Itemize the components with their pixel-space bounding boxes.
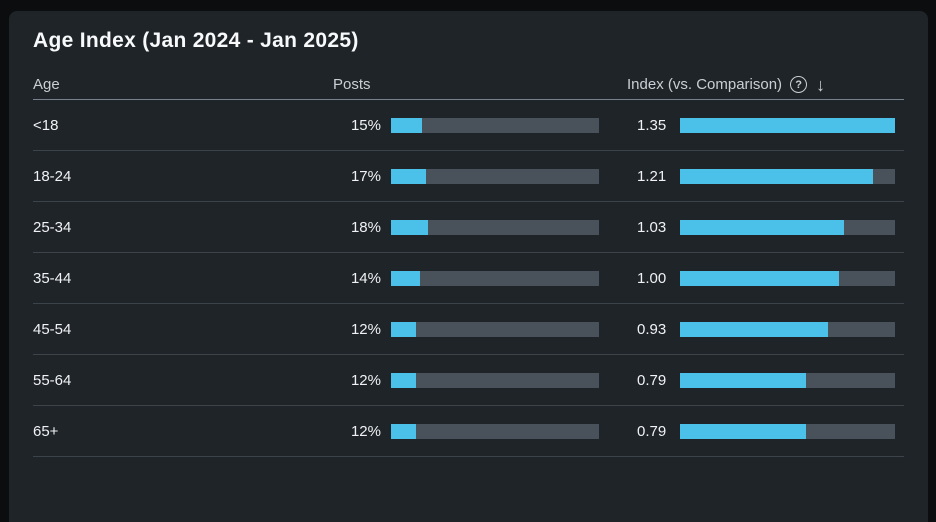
index-bar-track <box>680 372 895 388</box>
posts-bar-fill <box>391 117 423 133</box>
posts-bar <box>391 117 599 133</box>
index-value: 1.35 <box>637 116 667 134</box>
index-bar-fill <box>680 423 806 439</box>
posts-bar <box>391 168 599 184</box>
column-header-index-label: Index (vs. Comparison) <box>627 76 783 93</box>
age-index-card: Age Index (Jan 2024 - Jan 2025) Age Post… <box>9 11 928 522</box>
posts-percent: 14% <box>350 269 381 287</box>
posts-percent: 18% <box>350 218 381 236</box>
posts-percent: 15% <box>350 116 381 134</box>
index-bar-track <box>680 168 895 184</box>
index-bar-fill <box>680 270 840 286</box>
posts-bar-track <box>391 270 599 286</box>
index-value: 1.00 <box>637 269 667 287</box>
index-bar <box>680 270 895 286</box>
posts-bar-track <box>391 321 599 337</box>
posts-bar-track <box>391 423 599 439</box>
index-bar-fill <box>680 321 829 337</box>
posts-bar-fill <box>391 423 416 439</box>
age-label: 55-64 <box>33 371 72 389</box>
posts-bar-fill <box>391 321 416 337</box>
column-header-index: Index (vs. Comparison) ? ↓ <box>627 76 825 94</box>
index-bar-track <box>680 117 895 133</box>
index-value: 1.03 <box>637 218 667 236</box>
help-icon[interactable]: ? <box>790 76 808 93</box>
posts-percent: 12% <box>350 422 381 440</box>
column-header-posts: Posts <box>333 76 371 93</box>
index-bar-fill <box>680 219 845 235</box>
table-row: 35-44 14% 1.00 <box>33 253 904 304</box>
index-bar <box>680 168 895 184</box>
index-value: 0.93 <box>637 320 667 338</box>
age-label: <18 <box>33 116 59 134</box>
table-body: <18 15% 1.35 18-24 17% 1.21 25-34 <box>33 100 904 457</box>
posts-bar-track <box>391 219 599 235</box>
index-bar-fill <box>680 372 806 388</box>
table-row: 18-24 17% 1.21 <box>33 151 904 202</box>
index-bar <box>680 219 895 235</box>
index-value: 1.21 <box>637 167 667 185</box>
table-row: <18 15% 1.35 <box>33 100 904 151</box>
posts-bar-track <box>391 168 599 184</box>
index-bar-track <box>680 219 895 235</box>
table-row: 25-34 18% 1.03 <box>33 202 904 253</box>
posts-bar-fill <box>391 219 429 235</box>
index-bar-fill <box>680 168 873 184</box>
posts-bar-fill <box>391 270 421 286</box>
index-value: 0.79 <box>637 371 667 389</box>
index-bar <box>680 423 895 439</box>
index-value: 0.79 <box>637 422 667 440</box>
age-label: 35-44 <box>33 269 72 287</box>
column-header-age: Age <box>33 76 60 93</box>
card-title: Age Index (Jan 2024 - Jan 2025) <box>33 29 359 52</box>
index-bar-track <box>680 423 895 439</box>
age-label: 18-24 <box>33 167 72 185</box>
sort-descending-icon[interactable]: ↓ <box>816 74 826 95</box>
posts-bar-fill <box>391 168 427 184</box>
table-row: 65+ 12% 0.79 <box>33 406 904 457</box>
posts-bar <box>391 372 599 388</box>
posts-bar-fill <box>391 372 416 388</box>
posts-bar <box>391 270 599 286</box>
posts-bar-track <box>391 372 599 388</box>
posts-percent: 17% <box>350 167 381 185</box>
index-bar-fill <box>680 117 895 133</box>
index-bar-track <box>680 321 895 337</box>
posts-bar <box>391 219 599 235</box>
posts-bar-track <box>391 117 599 133</box>
posts-percent: 12% <box>350 320 381 338</box>
posts-percent: 12% <box>350 371 381 389</box>
table-header: Age Posts Index (vs. Comparison) ? ↓ <box>33 70 904 100</box>
index-bar <box>680 117 895 133</box>
index-bar <box>680 321 895 337</box>
table-row: 45-54 12% 0.93 <box>33 304 904 355</box>
table-row: 55-64 12% 0.79 <box>33 355 904 406</box>
age-label: 65+ <box>33 422 59 440</box>
age-label: 45-54 <box>33 320 72 338</box>
posts-bar <box>391 423 599 439</box>
age-label: 25-34 <box>33 218 72 236</box>
posts-bar <box>391 321 599 337</box>
index-bar <box>680 372 895 388</box>
index-bar-track <box>680 270 895 286</box>
